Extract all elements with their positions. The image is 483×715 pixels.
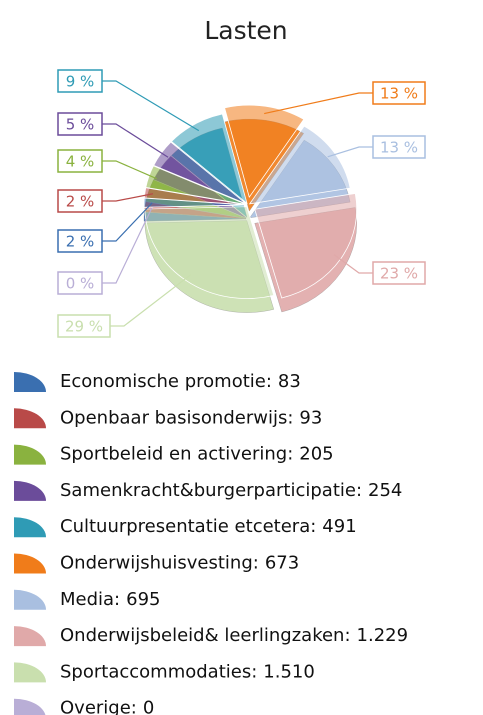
legend-name: Overige: [60,698,137,715]
leader-line [102,160,157,180]
percentage-box [57,314,111,338]
legend-swatch [14,480,46,501]
legend-swatch [14,408,46,429]
legend-label: Economische promotie: 83 [60,371,301,392]
leader-line [102,193,154,202]
leader-line [102,80,200,132]
legend-swatch [14,444,46,465]
leader-line [102,202,153,242]
legend-swatch [14,626,46,647]
legend-swatch [14,698,46,715]
percentage-label: 0 % [66,275,95,293]
pie-slice [144,206,275,299]
legend-label: Sportaccommodaties: 1.510 [60,661,315,682]
pie-slice [254,193,358,299]
legend-label: Samenkracht&burgerparticipatie: 254 [60,480,402,501]
leader-line [102,206,153,284]
legend-label: Sportbeleid en activering: 205 [60,444,334,465]
legend-swatch [14,372,46,392]
legend-name: Openbaar basisonderwijs: [60,407,293,428]
percentage-box [57,149,103,173]
pie-slice [248,125,351,205]
percentage-label: 29 % [65,318,103,336]
percentage-box [372,81,426,105]
legend-name: Economische promotie: [60,371,272,392]
percentage-label: 4 % [66,153,95,171]
pie-slice [224,104,305,199]
percentage-label: 13 % [380,139,418,157]
percentage-box [57,112,103,136]
legend-value: 83 [278,371,301,392]
legend-label: Onderwijshuisvesting: 673 [60,553,299,574]
legend-value: 93 [299,407,322,428]
chart-title: Lasten [204,16,287,45]
legend-value: 673 [265,553,299,574]
legend-value: 0 [143,698,154,715]
legend-value: 254 [368,480,402,501]
leader-line [327,146,373,158]
legend-name: Cultuurpresentatie etcetera: [60,516,316,537]
percentage-label: 2 % [66,233,95,251]
legend-value: 695 [126,589,160,610]
percentage-label: 9 % [66,73,95,91]
percentage-label: 2 % [66,193,95,211]
leader-line [110,274,192,327]
legend-label: Cultuurpresentatie etcetera: 491 [60,516,357,537]
legend-label: Onderwijsbeleid& leerlingzaken: 1.229 [60,625,408,646]
legend-swatch [14,589,46,610]
pie-slice [145,165,247,205]
legend-swatch [14,553,46,574]
legend-name: Samenkracht&burgerparticipatie: [60,480,362,501]
leader-line [102,123,169,158]
percentage-label: 23 % [380,265,418,283]
legend-swatch [14,517,46,538]
legend-value: 491 [322,516,356,537]
percentage-box [57,271,103,295]
legend-value: 205 [299,444,333,465]
legend-name: Onderwijshuisvesting: [60,553,259,574]
leader-line [264,92,373,115]
pie-slice [170,113,248,205]
legend-name: Sportaccommodaties: [60,661,257,682]
percentage-label: 5 % [66,116,95,134]
leader-line [333,254,373,274]
legend-label: Media: 695 [60,589,161,610]
percentage-box [57,69,103,93]
percentage-box [57,189,103,213]
legend-value: 1.510 [263,661,315,682]
legend-name: Sportbeleid en activering: [60,444,293,465]
legend-label: Overige: 0 [60,698,154,715]
legend-name: Media: [60,589,120,610]
legend-name: Onderwijsbeleid& leerlingzaken: [60,625,351,646]
percentage-box [57,229,103,253]
percentage-box [372,261,426,285]
legend-label: Openbaar basisonderwijs: 93 [60,407,322,428]
legend-swatch [14,662,46,683]
percentage-label: 13 % [380,85,418,103]
legend-value: 1.229 [357,625,409,646]
percentage-box [372,135,426,159]
